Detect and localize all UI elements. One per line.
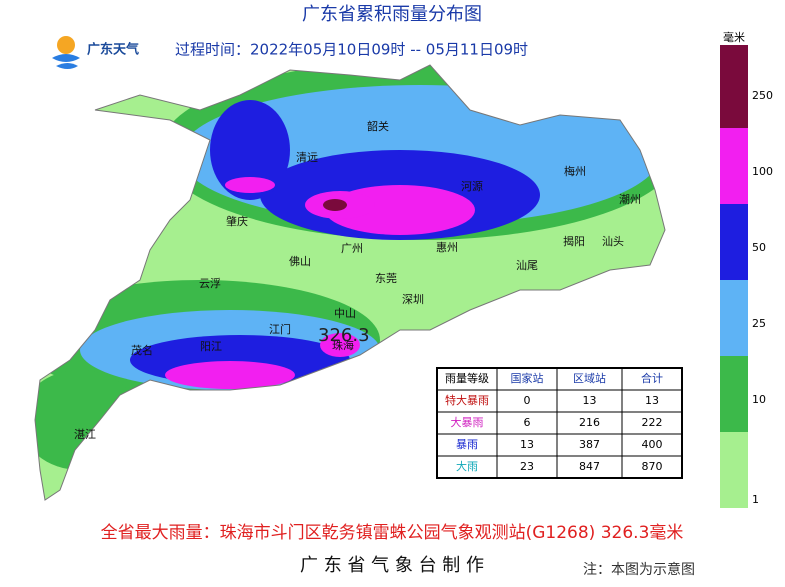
table-level: 暴雨 <box>456 438 478 451</box>
province-border <box>34 64 666 501</box>
city-label: 湛江 <box>74 428 96 441</box>
legend-tick-label: 25 <box>752 317 766 330</box>
logo-text: 广东天气 <box>87 42 139 58</box>
table-cell: 400 <box>642 438 663 451</box>
city-label: 广州 <box>341 242 363 255</box>
city-label: 汕头 <box>602 235 624 248</box>
max-value: 326.3 <box>318 325 370 346</box>
logo <box>52 36 80 69</box>
city-label: 肇庆 <box>226 214 248 228</box>
table-cell: 216 <box>579 416 600 429</box>
city-label: 惠州 <box>436 240 458 254</box>
legend-swatch <box>720 356 748 432</box>
city-label: 中山 <box>334 307 356 320</box>
legend-swatch <box>720 128 748 204</box>
legend-tick-label: 10 <box>752 393 766 406</box>
city-label: 梅州 <box>564 164 586 178</box>
table-bg <box>436 367 683 479</box>
footer-note: 注：本图为示意图 <box>583 561 695 578</box>
city-label: 阳江 <box>200 340 222 353</box>
city-label: 茂名 <box>131 343 153 357</box>
table-cell: 13 <box>583 394 597 407</box>
table-level: 特大暴雨 <box>445 393 489 407</box>
table-cell: 6 <box>524 416 531 429</box>
city-label: 潮州 <box>619 192 641 206</box>
table-cell: 870 <box>642 460 663 473</box>
table-cell: 13 <box>645 394 659 407</box>
city-label: 佛山 <box>289 255 311 268</box>
legend-unit: 毫米 <box>723 30 745 44</box>
table-level: 大雨 <box>456 459 478 473</box>
table-header: 雨量等级 <box>445 371 489 385</box>
rain-field <box>35 65 665 500</box>
city-label: 清远 <box>296 151 318 164</box>
period: 过程时间：2022年05月10日09时 -- 05月11日09时 <box>175 41 528 59</box>
table-cell: 0 <box>524 394 531 407</box>
title: 广东省累积雨量分布图 <box>302 4 482 25</box>
footer-max: 全省最大雨量：珠海市斗门区乾务镇雷蛛公园气象观测站(G1268) 326.3毫米 <box>101 523 684 543</box>
city-label: 江门 <box>269 322 291 336</box>
table-cell: 222 <box>642 416 663 429</box>
legend-swatch <box>720 204 748 280</box>
table-level: 大暴雨 <box>451 415 484 429</box>
table-cell: 23 <box>520 460 534 473</box>
footer-maker: 广 东 省 气 象 台 制 作 <box>300 555 484 576</box>
legend: 1 10 25 50 100 250 <box>720 45 773 508</box>
table-header: 合计 <box>641 371 663 385</box>
legend-tick-label: 1 <box>752 493 759 506</box>
legend-swatch <box>720 45 748 128</box>
city-label: 揭阳 <box>563 234 585 248</box>
table-cell: 847 <box>579 460 600 473</box>
city-label: 珠海 <box>332 338 354 352</box>
city-label: 云浮 <box>199 277 221 290</box>
city-label: 东莞 <box>375 272 397 285</box>
city-label: 韶关 <box>367 119 389 133</box>
table-cell: 13 <box>520 438 534 451</box>
legend-tick-label: 100 <box>752 165 773 178</box>
city-label: 汕尾 <box>516 259 538 272</box>
table-header: 国家站 <box>511 371 544 385</box>
city-label: 深圳 <box>402 293 424 306</box>
legend-tick-label: 250 <box>752 89 773 102</box>
city-label: 河源 <box>461 179 483 193</box>
legend-swatch <box>720 280 748 356</box>
table-cell: 387 <box>579 438 600 451</box>
legend-tick-label: 50 <box>752 241 766 254</box>
legend-swatch <box>720 432 748 508</box>
table-header: 区域站 <box>573 371 606 385</box>
